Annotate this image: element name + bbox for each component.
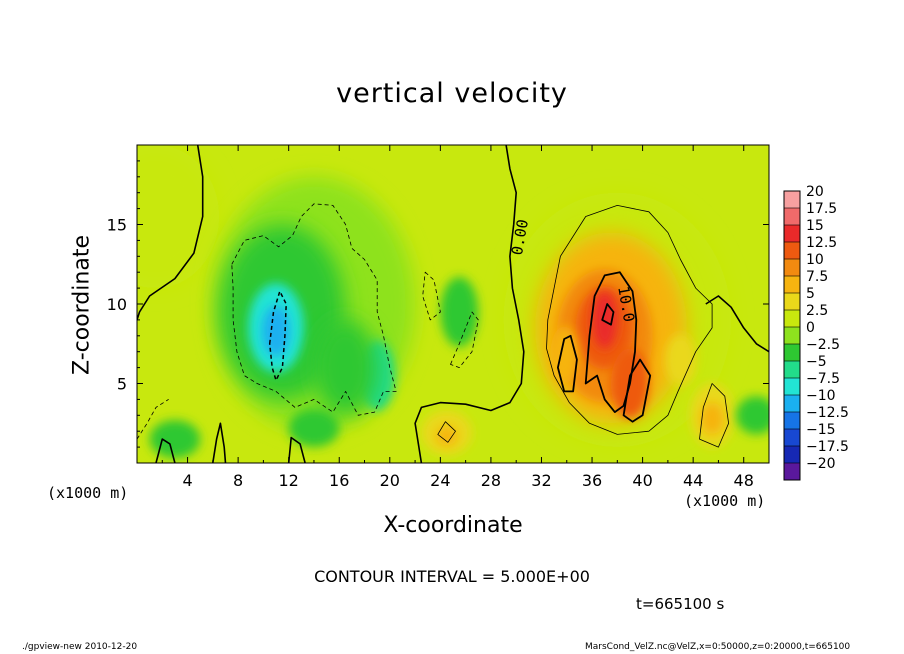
- field-cell-13: [592, 291, 618, 349]
- contour-pos-10: [584, 271, 638, 413]
- contour-zero-low-3: [155, 438, 176, 463]
- colorbar-label-11: −7.5: [806, 371, 840, 387]
- x-tick-label-32: 32: [531, 471, 551, 490]
- footer-left: ./gpview-new 2010-12-20: [22, 642, 138, 652]
- field-cell-0: [137, 145, 220, 289]
- colorbar-band-8: [784, 327, 800, 344]
- colorbar-band-12: [784, 395, 800, 412]
- colorbar-band-9: [784, 344, 800, 361]
- x-tick-label-12: 12: [279, 471, 299, 490]
- y-tick-label-10: 10: [107, 295, 127, 314]
- contour-zero-low-2: [287, 436, 306, 463]
- contour-pos-10-inner: [601, 303, 615, 326]
- contour-label-0: 0.00: [508, 218, 532, 257]
- contour-zero-right: [705, 295, 769, 353]
- colorbar-label-14: −15: [806, 422, 836, 438]
- field-cell-21: [288, 408, 340, 448]
- colorbar-band-7: [784, 310, 800, 327]
- x-tick-label-36: 36: [582, 471, 602, 490]
- colorbar-band-5: [784, 276, 800, 293]
- x-tick-label-8: 8: [233, 471, 243, 490]
- colorbar-label-3: 12.5: [806, 235, 837, 251]
- colorbar-label-10: −5: [806, 354, 827, 370]
- colorbar-band-16: [784, 463, 800, 480]
- x-tick-label-20: 20: [380, 471, 400, 490]
- x-tick-label-40: 40: [632, 471, 652, 490]
- colorbar-band-3: [784, 242, 800, 259]
- colorbar-band-15: [784, 446, 800, 463]
- colorbar-label-15: −17.5: [806, 439, 849, 455]
- contour-neg-5-edge: [137, 399, 169, 440]
- contour-interval-note: CONTOUR INTERVAL = 5.000E+00: [314, 567, 590, 586]
- field-cell-18: [665, 334, 696, 386]
- field-cell-6: [313, 319, 378, 416]
- colorbar-label-5: 7.5: [806, 269, 828, 285]
- colorbar-band-2: [784, 225, 800, 242]
- x-tick-label-16: 16: [329, 471, 349, 490]
- colorbar-label-2: 15: [806, 218, 824, 234]
- x-axis-label: X-coordinate: [383, 513, 523, 538]
- colorbar-band-11: [784, 378, 800, 395]
- field-cell-7: [440, 276, 479, 347]
- contour-pos-5: [546, 205, 713, 435]
- colorbar-band-6: [784, 293, 800, 310]
- colorbar: 2017.51512.5107.552.50−2.5−5−7.5−10−12.5…: [783, 184, 849, 481]
- colorbar-band-10: [784, 361, 800, 378]
- velocity-field: [137, 145, 769, 463]
- footer-right: MarsCond_VelZ.nc@VelZ,x=0:50000,z=0:2000…: [585, 642, 851, 652]
- contour-neg-5: [231, 203, 397, 416]
- x-tick-label-28: 28: [481, 471, 501, 490]
- y-axis-label: Z-coordinate: [69, 235, 95, 375]
- x-tick-label-44: 44: [683, 471, 703, 490]
- colorbar-band-1: [784, 208, 800, 225]
- colorbar-label-13: −12.5: [806, 405, 849, 421]
- y-tick-label-15: 15: [107, 216, 127, 235]
- colorbar-label-6: 5: [806, 286, 815, 302]
- colorbar-label-1: 17.5: [806, 201, 837, 217]
- time-stamp: t=665100 s: [636, 595, 725, 613]
- field-cell-17: [436, 426, 457, 446]
- y-tick-label-5: 5: [117, 375, 127, 394]
- colorbar-label-16: −20: [806, 456, 836, 472]
- x-tick-label-48: 48: [734, 471, 754, 490]
- contour-lines: 0.00 10.0: [137, 145, 769, 463]
- x-tick-label-24: 24: [430, 471, 450, 490]
- contour-pos-5-right: [699, 383, 729, 448]
- x-unit-label-left: (x1000 m): [47, 484, 129, 502]
- colorbar-band-0: [784, 191, 800, 208]
- contour-zero-left: [137, 145, 204, 321]
- x-tick-label-4: 4: [182, 471, 192, 490]
- contour-zero-low-1: [212, 422, 227, 463]
- x-unit-label-right: (x1000 m): [684, 492, 766, 510]
- contour-zero-main: [414, 145, 525, 463]
- chart-title: vertical velocity: [336, 78, 568, 109]
- field-cell-15: [700, 402, 724, 435]
- colorbar-label-4: 10: [806, 252, 824, 268]
- contour-pos-5-low: [437, 421, 456, 443]
- contour-neg-10: [268, 290, 287, 382]
- field-cell-19: [550, 326, 579, 384]
- colorbar-label-7: 2.5: [806, 303, 828, 319]
- colorbar-label-9: −2.5: [806, 337, 840, 353]
- colorbar-label-8: 0: [806, 320, 815, 336]
- colorbar-band-4: [784, 259, 800, 276]
- colorbar-label-0: 20: [806, 184, 824, 200]
- contour-neg-5-b: [422, 271, 441, 321]
- contour-pos-10-left: [557, 334, 578, 393]
- colorbar-band-14: [784, 429, 800, 446]
- contour-label-1: 10.0: [614, 285, 638, 324]
- colorbar-label-12: −10: [806, 388, 836, 404]
- contour-pos-10-lower: [622, 358, 652, 423]
- colorbar-band-13: [784, 412, 800, 429]
- field-cell-22: [736, 396, 769, 435]
- field-cell-20: [149, 420, 201, 459]
- contour-neg-5-c: [450, 311, 479, 368]
